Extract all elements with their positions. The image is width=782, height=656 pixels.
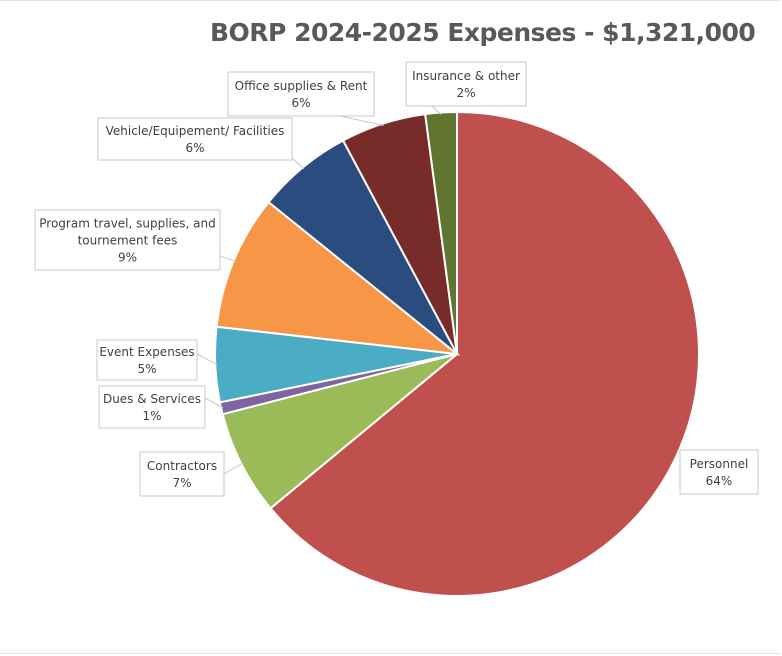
slice-label-box-0 — [679, 449, 759, 495]
slice-label-text-6-0: Office supplies & Rent — [235, 79, 368, 93]
slice-label-box-3 — [96, 339, 198, 381]
slice-label-4: Program travel, supplies, and tournement … — [34, 209, 221, 271]
slice-label-text-2-1: 1% — [142, 409, 161, 423]
slice-label-text-3-0: Event Expenses — [99, 345, 194, 359]
slice-label-text-4-0: Program travel, supplies, and — [39, 217, 215, 231]
slice-label-0: Personnel 64% — [679, 449, 759, 495]
slice-label-text-1-0: Contractors — [147, 459, 217, 473]
slice-label-2: Dues & Services 1% — [98, 385, 206, 429]
leader-line-1 — [223, 462, 244, 475]
leader-line-4 — [219, 255, 236, 262]
slice-label-box-7 — [405, 61, 527, 107]
leader-line-5 — [291, 157, 305, 170]
pie-slice-7 — [424, 110, 458, 355]
leader-line-2 — [204, 397, 224, 409]
chart-title: BORP 2024-2025 Expenses - $1,321,000 — [210, 18, 756, 47]
slice-label-3: Event Expenses 5% — [96, 339, 198, 381]
pie-slice-0 — [269, 110, 700, 597]
leader-line-6 — [339, 115, 384, 127]
slice-label-text-4-1: tournement fees — [78, 234, 178, 248]
slice-label-text-3-1: 5% — [137, 362, 156, 376]
leader-line-7 — [431, 105, 442, 115]
slice-label-text-4-2: 9% — [118, 251, 137, 265]
slice-label-text-0-1: 64% — [706, 474, 733, 488]
slice-label-text-7-1: 2% — [456, 86, 475, 100]
slice-label-text-6-1: 6% — [291, 96, 310, 110]
slice-label-6: Office supplies & Rent 6% — [227, 71, 375, 117]
slice-label-box-2 — [98, 385, 206, 429]
slice-label-text-0-0: Personnel — [690, 457, 749, 471]
slice-label-box-6 — [227, 71, 375, 117]
slice-label-box-4 — [34, 209, 221, 271]
slice-label-text-5-1: 6% — [185, 141, 204, 155]
slice-label-text-7-0: Insurance & other — [412, 69, 520, 83]
slice-label-text-2-0: Dues & Services — [103, 392, 201, 406]
slice-label-text-5-0: Vehicle/Equipement/ Facilities — [106, 124, 285, 138]
slice-label-text-1-1: 7% — [172, 476, 191, 490]
slice-label-box-5 — [97, 117, 293, 161]
slice-label-5: Vehicle/Equipement/ Facilities 6% — [97, 117, 293, 161]
slice-label-1: Contractors 7% — [139, 451, 225, 497]
slice-label-box-1 — [139, 451, 225, 497]
leader-line-3 — [196, 353, 218, 365]
slice-label-7: Insurance & other 2% — [405, 61, 527, 107]
